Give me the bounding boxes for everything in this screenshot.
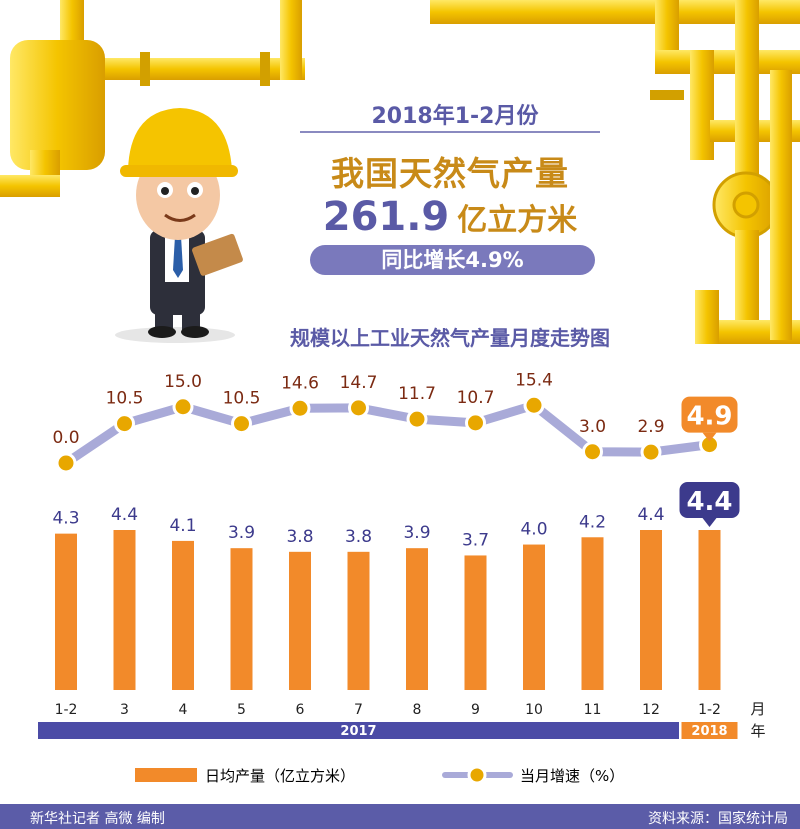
bar-label: 3.8: [345, 527, 372, 547]
growth-marker: [582, 441, 603, 463]
x-axis-month-unit: 月: [750, 700, 765, 718]
growth-label: 10.7: [457, 388, 495, 408]
x-tick-label: 10: [525, 702, 543, 718]
bar: [640, 530, 662, 690]
legend-bar-swatch: [135, 768, 197, 782]
growth-callout-bg: [681, 396, 738, 433]
x-tick-label: 5: [237, 702, 246, 718]
growth-label: 14.7: [340, 373, 378, 393]
bar: [581, 537, 604, 690]
growth-label: 14.6: [281, 373, 319, 393]
growth-marker: [231, 413, 252, 435]
bar: [55, 533, 77, 690]
bar: [347, 551, 370, 690]
x-tick-label: 4: [179, 702, 188, 718]
growth-callout-pointer: [702, 432, 717, 442]
footer-credit: 新华社记者 高微 编制: [30, 811, 165, 827]
x-tick-label: 3: [120, 702, 129, 718]
bar: [464, 555, 487, 690]
bar: [698, 530, 721, 690]
growth-label: 0.0: [52, 428, 79, 448]
bar-label: 4.0: [520, 520, 547, 540]
legend-marker-icon: [467, 765, 487, 785]
bar-label: 4.4: [637, 505, 664, 525]
growth-marker: [114, 413, 135, 435]
growth-label: 4.9: [686, 402, 732, 432]
bar: [172, 540, 194, 690]
year-band: [38, 722, 679, 739]
growth-label: 15.4: [515, 370, 553, 390]
growth-label: 2.9: [637, 417, 664, 437]
growth-marker: [523, 394, 545, 416]
bar: [113, 530, 136, 690]
growth-label: 3.0: [579, 417, 606, 437]
report-period: 2018年1-2月份: [371, 104, 539, 129]
x-tick-label: 11: [584, 702, 602, 718]
legend-bar-label: 日均产量（亿立方米）: [205, 767, 355, 785]
growth-marker: [465, 412, 486, 434]
bar-label: 3.9: [228, 523, 255, 543]
bar-label: 4.1: [169, 516, 196, 536]
headline-title: 我国天然气产量: [331, 154, 569, 193]
x-tick-label: 8: [413, 702, 422, 718]
x-tick-label: 7: [354, 702, 363, 718]
growth-line: [61, 400, 714, 468]
footer-bar: 新华社记者 高微 编制 资料来源：国家统计局: [0, 804, 800, 829]
footer-source: 资料来源：国家统计局: [648, 811, 788, 827]
growth-marker: [55, 452, 77, 474]
x-axis-year-unit: 年: [750, 722, 765, 740]
bar-label: 3.7: [462, 530, 489, 550]
legend: 日均产量（亿立方米） 当月增速（%）: [135, 765, 624, 785]
headline-value-row: 261.9 亿立方米: [290, 194, 610, 240]
bar: [289, 551, 311, 690]
x-tick-label: 12: [642, 702, 660, 718]
growth-badge: 同比增长4.9%: [310, 245, 595, 275]
x-tick-label: 6: [296, 702, 305, 718]
growth-marker: [640, 441, 662, 463]
growth-label: 10.5: [106, 389, 144, 409]
bar: [230, 548, 253, 690]
growth-label: 15.0: [164, 372, 202, 392]
decorative-illustration: [0, 0, 800, 344]
bar-label: 4.3: [52, 509, 79, 529]
bar-label: 3.9: [403, 523, 430, 543]
pipes-right-icon: [430, 0, 800, 344]
legend-line-label: 当月增速（%）: [520, 767, 624, 785]
year-band: [681, 722, 738, 739]
bar-callout-bg: [679, 482, 740, 518]
growth-marker: [289, 397, 311, 419]
divider: [300, 131, 600, 133]
growth-marker: [172, 396, 194, 418]
x-tick-label: 1-2: [55, 702, 78, 718]
year-label: 2018: [691, 724, 727, 739]
bar-label: 4.4: [686, 487, 732, 517]
bar-label: 4.2: [579, 512, 606, 532]
x-tick-label: 1-2: [698, 702, 721, 718]
year-label: 2017: [340, 724, 376, 739]
bar: [523, 544, 545, 690]
engineer-character-icon: [115, 108, 243, 343]
bar-label: 3.8: [286, 527, 313, 547]
pipes-left-icon: [0, 0, 305, 197]
growth-marker: [348, 397, 369, 419]
growth-label: 10.5: [223, 389, 261, 409]
bar-callout-pointer: [702, 518, 717, 527]
bar: [406, 548, 428, 690]
x-tick-label: 9: [471, 702, 480, 718]
growth-label: 11.7: [398, 384, 436, 404]
chart-title: 规模以上工业天然气产量月度走势图: [290, 326, 610, 350]
headline-unit: 亿立方米: [457, 203, 578, 238]
bar-label: 4.4: [111, 505, 138, 525]
chart-area: 0.0 10.5 15.0 10.5 14.6 14.7 11.7 10.7 15.4 3.0 2.…: [38, 370, 766, 740]
growth-marker: [406, 408, 428, 430]
headline-value: 261.9: [322, 194, 450, 240]
